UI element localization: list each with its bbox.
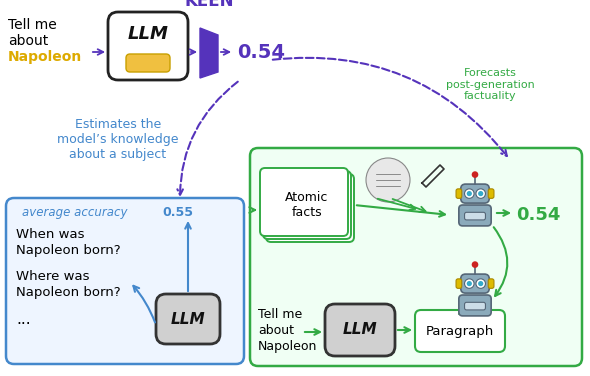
Text: about: about (8, 34, 48, 48)
FancyBboxPatch shape (126, 54, 170, 72)
Circle shape (471, 171, 478, 178)
FancyBboxPatch shape (250, 148, 582, 366)
Text: LLM: LLM (171, 312, 205, 327)
Circle shape (366, 158, 410, 202)
Text: LLM: LLM (127, 25, 168, 43)
Text: Forecasts
post-generation
factuality: Forecasts post-generation factuality (445, 68, 535, 101)
Text: Paragraph: Paragraph (426, 324, 494, 338)
Circle shape (478, 191, 483, 196)
FancyBboxPatch shape (456, 189, 462, 199)
Text: Tell me: Tell me (8, 18, 57, 32)
FancyBboxPatch shape (459, 295, 491, 316)
Circle shape (471, 261, 478, 268)
FancyBboxPatch shape (461, 274, 489, 293)
Polygon shape (200, 28, 218, 78)
Circle shape (464, 189, 474, 199)
Text: Atomic
facts: Atomic facts (286, 191, 329, 219)
Circle shape (476, 189, 486, 199)
Text: Estimates the
model’s knowledge
about a subject: Estimates the model’s knowledge about a … (57, 118, 179, 161)
Text: ...: ... (16, 312, 31, 327)
FancyBboxPatch shape (6, 198, 244, 364)
FancyBboxPatch shape (266, 174, 354, 242)
Circle shape (467, 191, 472, 196)
Text: When was
Napoleon born?: When was Napoleon born? (16, 228, 120, 257)
FancyBboxPatch shape (156, 294, 220, 344)
Text: 0.54: 0.54 (516, 206, 560, 224)
Circle shape (467, 281, 472, 286)
FancyBboxPatch shape (108, 12, 188, 80)
Text: 0.54: 0.54 (237, 42, 285, 62)
Text: LLM: LLM (343, 323, 378, 338)
Text: Where was
Napoleon born?: Where was Napoleon born? (16, 270, 120, 299)
FancyBboxPatch shape (459, 205, 491, 226)
FancyBboxPatch shape (489, 189, 494, 199)
Circle shape (476, 279, 486, 288)
Circle shape (464, 279, 474, 288)
FancyBboxPatch shape (464, 212, 486, 220)
FancyBboxPatch shape (456, 279, 462, 288)
Text: KEEN: KEEN (184, 0, 234, 10)
FancyBboxPatch shape (461, 184, 489, 203)
FancyBboxPatch shape (489, 279, 494, 288)
FancyBboxPatch shape (325, 304, 395, 356)
Text: Napoleon: Napoleon (8, 50, 82, 64)
Circle shape (478, 281, 483, 286)
Text: 0.55: 0.55 (162, 206, 193, 219)
Text: Tell me
about
Napoleon: Tell me about Napoleon (258, 308, 317, 353)
FancyBboxPatch shape (415, 310, 505, 352)
FancyBboxPatch shape (263, 171, 351, 239)
FancyBboxPatch shape (260, 168, 348, 236)
FancyBboxPatch shape (464, 302, 486, 310)
Text: average accuracy: average accuracy (22, 206, 127, 219)
